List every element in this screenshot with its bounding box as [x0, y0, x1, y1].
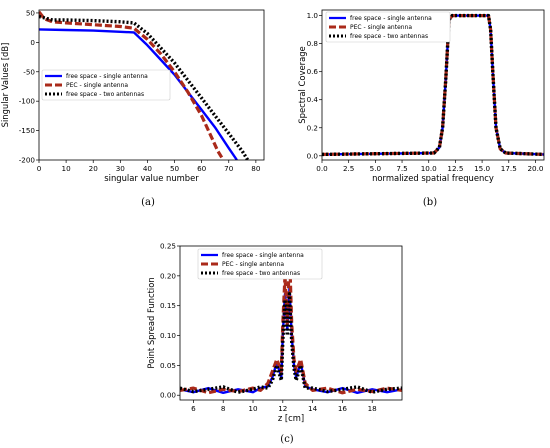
x-tick-label-b-6: 15.0: [474, 164, 490, 173]
axes-frame-c: [179, 245, 403, 401]
legend-label-c-0: free space - single antenna: [222, 252, 304, 259]
legend-box-b: [325, 11, 451, 43]
y-tick-label-c-2: 0.10: [160, 331, 176, 340]
plot-area-b: [322, 13, 544, 157]
legend-a: free space - single antenna PEC - single …: [41, 69, 171, 101]
x-tick-label-c-4: 14: [308, 404, 318, 413]
axes-frame-a: [38, 9, 265, 161]
y-tick-label-c-0: 0.00: [160, 391, 176, 400]
x-tick-label-c-6: 18: [368, 404, 378, 413]
y-axis-label-c: Point Spread Function: [146, 277, 156, 368]
y-tick-label-a-4: -150: [19, 126, 36, 135]
legend-label-c-1: PEC - single antenna: [222, 261, 284, 268]
x-tick-label-b-2: 5.0: [370, 164, 382, 173]
x-tick-label-b-7: 17.5: [501, 164, 517, 173]
series-line-a-2: [39, 14, 250, 160]
x-tick-label-b-3: 7.5: [396, 164, 407, 173]
legend-label-b-2: free space - two antennas: [350, 33, 428, 40]
x-tick-label-c-1: 8: [221, 404, 226, 413]
series-line-a-1: [39, 10, 225, 160]
x-tick-label-b-5: 12.5: [447, 164, 463, 173]
y-tick-label-b-0: 0.0: [307, 151, 319, 160]
plot-area-c: [180, 250, 402, 395]
axes-frame-b: [321, 9, 545, 161]
y-tick-label-b-3: 0.6: [307, 67, 319, 76]
y-tick-label-a-0: 50: [26, 8, 36, 17]
y-tick-label-c-3: 0.15: [160, 301, 176, 310]
x-axis-label-a: singular value number: [104, 173, 199, 183]
legend-label-a-2: free space - two antennas: [66, 91, 144, 98]
legend-label-c-2: free space - two antennas: [222, 270, 300, 277]
y-tick-label-a-2: -50: [23, 67, 35, 76]
x-tick-label-a-5: 50: [170, 164, 180, 173]
y-tick-label-b-4: 0.8: [307, 39, 319, 48]
legend-c: free space - single antenna PEC - single …: [197, 248, 323, 280]
series-line-a-0: [39, 28, 238, 160]
y-tick-label-b-5: 1.0: [307, 11, 319, 20]
x-tick-label-a-7: 70: [224, 164, 234, 173]
y-tick-label-a-5: -200: [19, 156, 36, 165]
y-axis-label-a: Singular Values [dB]: [0, 43, 10, 128]
legend-b: free space - single antenna PEC - single …: [325, 11, 451, 43]
x-tick-label-a-6: 60: [197, 164, 207, 173]
x-tick-label-a-2: 20: [89, 164, 99, 173]
legend-box-c: [197, 248, 323, 280]
x-tick-label-a-1: 10: [62, 164, 72, 173]
legend-label-a-1: PEC - single antenna: [66, 82, 128, 89]
series-line-c-2: [180, 292, 402, 394]
x-tick-label-a-0: 0: [37, 164, 42, 173]
x-tick-label-b-0: 0.0: [316, 164, 328, 173]
plot-area-a: [39, 10, 250, 160]
x-tick-label-c-2: 10: [248, 404, 258, 413]
x-axis-label-b: normalized spatial frequency: [372, 173, 494, 183]
x-tick-label-c-3: 12: [278, 404, 287, 413]
y-tick-label-a-1: 0: [30, 38, 35, 47]
y-tick-label-b-1: 0.2: [307, 123, 318, 132]
legend-label-b-1: PEC - single antenna: [350, 24, 412, 31]
chart-panel-a: 0 10 20 30 40 50 60 70 80 50 0 -50 -100 -150 -200 singu…: [0, 8, 265, 208]
legend-label-a-0: free space - single antenna: [66, 73, 148, 80]
x-tick-label-b-4: 10.0: [421, 164, 437, 173]
x-tick-label-a-4: 40: [143, 164, 153, 173]
y-tick-label-c-5: 0.25: [160, 242, 176, 251]
x-tick-label-a-8: 80: [251, 164, 261, 173]
x-axis-label-c: z [cm]: [278, 413, 304, 423]
panel-caption-a: (a): [141, 197, 155, 208]
y-tick-label-c-4: 0.20: [160, 271, 176, 280]
legend-label-b-0: free space - single antenna: [350, 15, 432, 22]
chart-panel-b: 0.0 2.5 5.0 7.5 10.0 12.5 15.0 17.5 20.0 0.0 0.2 0.…: [297, 9, 545, 208]
x-tick-label-b-8: 20.0: [527, 164, 543, 173]
series-line-b-1: [322, 14, 544, 156]
series-line-c-0: [180, 286, 402, 394]
y-tick-label-b-2: 0.4: [307, 95, 319, 104]
x-tick-label-c-0: 6: [191, 404, 196, 413]
x-tick-label-c-5: 16: [338, 404, 348, 413]
x-tick-label-b-1: 2.5: [343, 164, 354, 173]
x-tick-label-a-3: 30: [116, 164, 126, 173]
chart-panel-c: 6 8 10 12 14 16 18 0.00 0.05 0.10 0.15 0.20 0.25 z [c…: [146, 242, 403, 445]
panel-caption-b: (b): [423, 197, 437, 208]
legend-box-a: [41, 69, 171, 101]
y-tick-label-a-3: -100: [19, 97, 36, 106]
y-tick-label-c-1: 0.05: [160, 361, 176, 370]
panel-caption-c: (c): [280, 434, 294, 445]
y-axis-label-b: Spectral Coverage: [297, 46, 307, 123]
